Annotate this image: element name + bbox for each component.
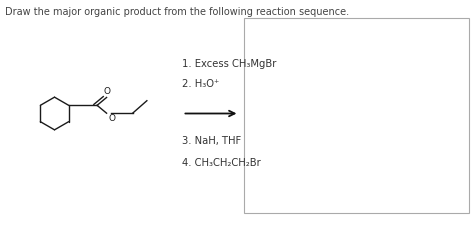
Text: 4. CH₃CH₂CH₂Br: 4. CH₃CH₂CH₂Br [182, 158, 261, 168]
Text: Draw the major organic product from the following reaction sequence.: Draw the major organic product from the … [5, 7, 349, 17]
Text: 3. NaH, THF: 3. NaH, THF [182, 136, 242, 146]
Text: O: O [103, 87, 110, 96]
Text: 1. Excess CH₃MgBr: 1. Excess CH₃MgBr [182, 59, 277, 69]
Text: O: O [108, 114, 115, 123]
Bar [244, 18, 469, 213]
Text: 2. H₃O⁺: 2. H₃O⁺ [182, 79, 220, 89]
